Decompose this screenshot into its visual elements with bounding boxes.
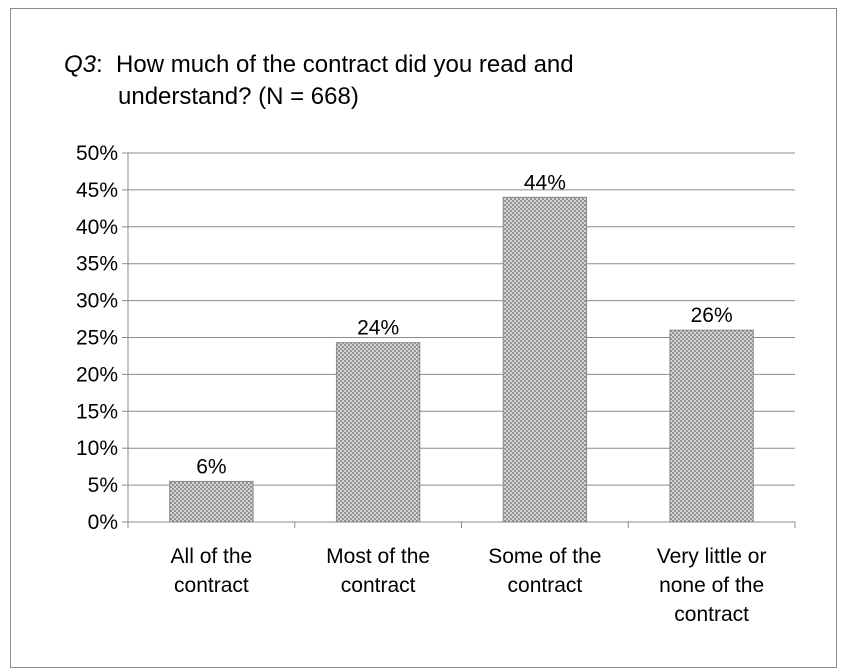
y-tick-label: 30% <box>76 290 118 313</box>
bar <box>669 329 754 523</box>
data-label: 24% <box>357 317 399 340</box>
y-tick-label: 25% <box>76 327 118 350</box>
y-tick-label: 45% <box>76 179 118 202</box>
data-label: 26% <box>691 304 733 327</box>
y-tick-label: 10% <box>76 437 118 460</box>
y-tick-label: 0% <box>88 511 118 534</box>
y-tick-label: 15% <box>76 400 118 423</box>
y-tick-label: 50% <box>76 142 118 165</box>
data-labels: 6% 24% 44% 26% <box>196 171 732 478</box>
bar <box>335 342 421 523</box>
chart-title-question-id: Q3 <box>64 51 97 78</box>
bars <box>169 196 754 523</box>
y-tick-label: 35% <box>76 253 118 276</box>
bar <box>502 196 588 523</box>
chart-title-line2: understand? (N = 668) <box>118 83 359 110</box>
x-category-label: Some of the contract <box>488 545 601 597</box>
x-category-label: Most of the contract <box>326 545 430 597</box>
x-category-labels: All of the contract Most of the contract Som… <box>171 545 767 626</box>
data-label: 6% <box>196 455 226 478</box>
y-tick-labels: 0% 5% 10% 15% 20% 25% 30% 35% 40% 45% 50% <box>76 142 118 534</box>
y-tick-label: 5% <box>88 474 118 497</box>
bar <box>169 480 254 523</box>
y-tick-label: 40% <box>76 216 118 239</box>
bar-chart: Q3: How much of the contract did you rea… <box>64 51 796 626</box>
chart-title-line1: : How much of the contract did you read … <box>96 51 574 78</box>
chart-title: Q3: How much of the contract did you rea… <box>64 51 574 78</box>
y-tick-label: 20% <box>76 363 118 386</box>
x-category-label: All of the contract <box>171 545 253 597</box>
data-label: 44% <box>524 171 566 194</box>
x-category-label: Very little or none of the contract <box>657 545 767 626</box>
